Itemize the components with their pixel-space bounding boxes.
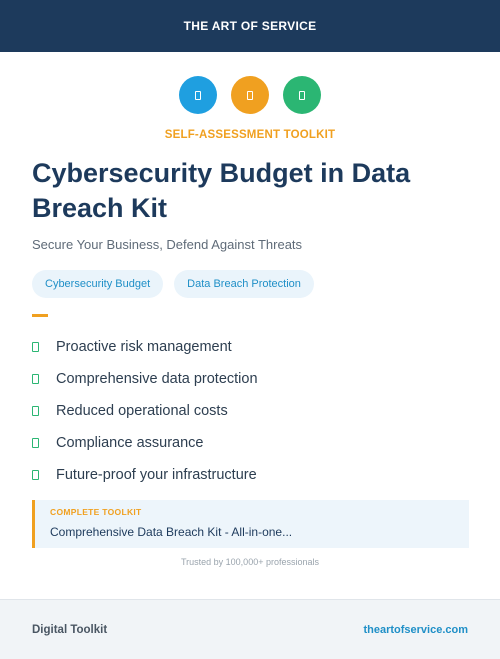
tag-cybersecurity-budget: Cybersecurity Budget bbox=[32, 270, 164, 298]
icon-row bbox=[0, 76, 500, 114]
feature-item: Proactive risk management bbox=[32, 331, 258, 363]
page-subtitle: Secure Your Business, Defend Against Thr… bbox=[32, 237, 303, 252]
feature-label: Proactive risk management bbox=[56, 339, 232, 355]
callout-text: Comprehensive Data Breach Kit - All-in-o… bbox=[50, 525, 293, 539]
document-icon bbox=[299, 90, 305, 100]
document-icon bbox=[247, 90, 253, 100]
feature-list: Proactive risk management Comprehensive … bbox=[32, 331, 258, 491]
document-icon-green bbox=[283, 76, 321, 114]
checkbox-icon bbox=[32, 342, 39, 352]
footer-bar: Digital Toolkit theartofservice.com bbox=[0, 599, 500, 659]
accent-divider bbox=[32, 314, 48, 317]
checkbox-icon bbox=[32, 406, 39, 416]
checkbox-icon bbox=[32, 470, 39, 480]
checkbox-icon bbox=[32, 374, 39, 384]
trusted-note: Trusted by 100,000+ professionals bbox=[180, 557, 319, 567]
header-bar: THE ART OF SERVICE bbox=[0, 0, 500, 52]
feature-label: Future-proof your infrastructure bbox=[56, 467, 257, 483]
feature-label: Reduced operational costs bbox=[56, 403, 228, 419]
footer-website-link[interactable]: theartofservice.com bbox=[363, 623, 468, 636]
feature-item: Reduced operational costs bbox=[32, 395, 258, 427]
document-icon-blue bbox=[179, 76, 217, 114]
feature-label: Comprehensive data protection bbox=[56, 371, 258, 387]
brand-name: THE ART OF SERVICE bbox=[183, 19, 317, 33]
feature-item: Compliance assurance bbox=[32, 427, 258, 459]
footer-label: Digital Toolkit bbox=[32, 623, 108, 636]
feature-item: Comprehensive data protection bbox=[32, 363, 258, 395]
page-title: Cybersecurity Budget in Data Breach Kit bbox=[32, 158, 411, 223]
toolkit-callout: COMPLETE TOOLKIT Comprehensive Data Brea… bbox=[32, 500, 469, 548]
tag-data-breach-protection: Data Breach Protection bbox=[174, 270, 314, 298]
feature-label: Compliance assurance bbox=[56, 435, 204, 451]
tag-list: Cybersecurity Budget Data Breach Protect… bbox=[32, 270, 314, 298]
checkbox-icon bbox=[32, 438, 39, 448]
callout-kicker: COMPLETE TOOLKIT bbox=[50, 507, 142, 517]
document-icon bbox=[195, 90, 201, 100]
eyebrow-label: SELF-ASSESSMENT TOOLKIT bbox=[164, 129, 336, 141]
feature-item: Future-proof your infrastructure bbox=[32, 459, 258, 491]
document-icon-orange bbox=[231, 76, 269, 114]
